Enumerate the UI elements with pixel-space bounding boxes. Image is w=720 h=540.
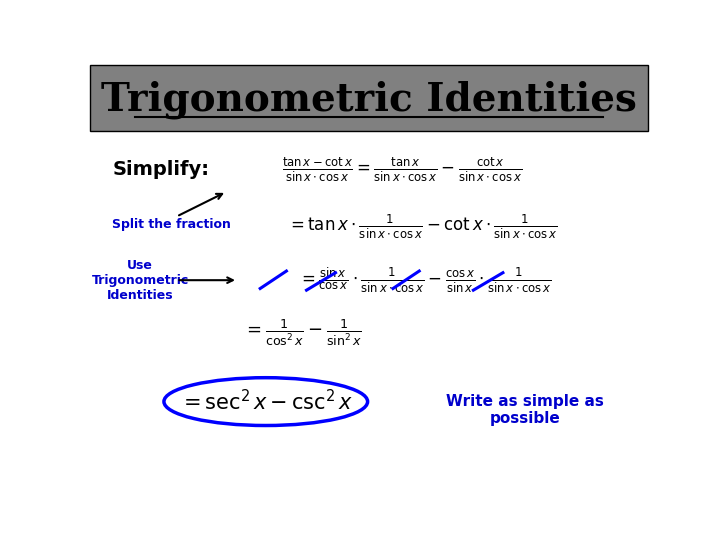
Text: $\frac{\tan x - \cot x}{\sin x \cdot \cos x} = \frac{\tan x}{\sin x \cdot \cos x: $\frac{\tan x - \cot x}{\sin x \cdot \co… [282, 156, 523, 184]
Text: $= \sec^2 x - \csc^2 x$: $= \sec^2 x - \csc^2 x$ [179, 389, 353, 414]
Text: Trigonometric Identities: Trigonometric Identities [101, 81, 637, 119]
Text: $= \frac{1}{\cos^2 x} - \frac{1}{\sin^2 x}$: $= \frac{1}{\cos^2 x} - \frac{1}{\sin^2 … [243, 318, 361, 348]
FancyBboxPatch shape [90, 65, 648, 131]
Text: $= \tan x \cdot \frac{1}{\sin x \cdot \cos x} - \cot x \cdot \frac{1}{\sin x \cd: $= \tan x \cdot \frac{1}{\sin x \cdot \c… [287, 213, 557, 241]
Text: $= \frac{\sin x}{\cos x} \cdot \frac{1}{\sin x \cdot \cos x} - \frac{\cos x}{\si: $= \frac{\sin x}{\cos x} \cdot \frac{1}{… [298, 266, 552, 295]
Text: Write as simple as
possible: Write as simple as possible [446, 394, 604, 426]
Text: Use
Trigonometric
Identities: Use Trigonometric Identities [91, 259, 189, 302]
Text: Split the fraction: Split the fraction [112, 218, 231, 231]
Text: Simplify:: Simplify: [112, 160, 210, 179]
